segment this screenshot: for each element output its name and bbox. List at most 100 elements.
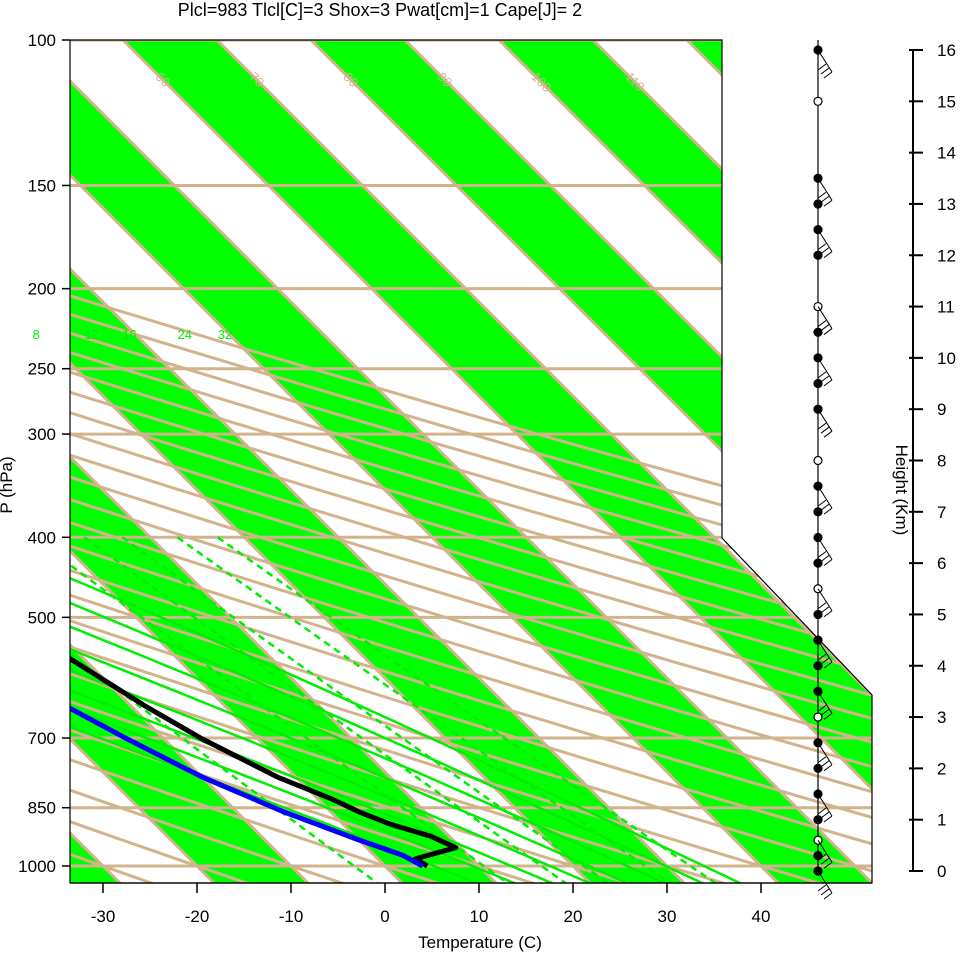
dry-adiabat	[70, 40, 872, 883]
height-tick-label: 14	[937, 144, 956, 163]
y-tick-label: 100	[28, 31, 56, 50]
height-tick-label: 3	[937, 708, 946, 727]
y-tick-label: 250	[28, 360, 56, 379]
wind-dot	[813, 455, 823, 466]
height-tick-label: 2	[937, 759, 946, 778]
y-tick-label: 700	[28, 729, 56, 748]
wind-barb-feather	[817, 705, 827, 712]
dry-adiabat	[70, 40, 872, 883]
wind-barb-feather	[823, 559, 833, 566]
dry-adiabat	[70, 40, 577, 883]
height-tick-label: 1	[937, 811, 946, 830]
dry-adiabat	[70, 40, 288, 883]
wind-barb-feather	[823, 328, 833, 335]
temperature-line	[70, 83, 459, 869]
isotherm-line	[70, 40, 327, 883]
height-tick-label: 9	[937, 400, 946, 419]
isotherm-band	[70, 40, 702, 883]
moist-adiabat	[70, 287, 591, 883]
wind-barb-feather	[820, 67, 830, 75]
wind-barb-shaft	[817, 229, 833, 252]
moist-adiabat	[70, 287, 479, 883]
wind-barb-shaft	[817, 588, 833, 612]
x-tick-label: -30	[91, 907, 116, 926]
y-tick-label: 1000	[18, 857, 56, 876]
wind-barb-feather	[817, 756, 827, 764]
y-tick-label: 300	[28, 425, 56, 444]
wind-barb-shaft	[817, 537, 833, 560]
isotherm-line	[70, 40, 421, 883]
wind-barb-feather	[820, 426, 830, 434]
chart-title: Plcl=983 Tlcl[C]=3 Shox=3 Pwat[cm]=1 Cap…	[178, 0, 582, 20]
wind-barb-feather	[817, 422, 827, 430]
dry-adiabat	[70, 40, 872, 883]
moist-adiabat	[70, 287, 704, 883]
wind-dot	[813, 327, 823, 337]
wind-barb-feather	[823, 861, 833, 869]
wind-barb-shaft	[817, 485, 833, 509]
height-tick-label: 8	[937, 452, 946, 471]
isotherm-band	[85, 40, 872, 883]
wind-barb-shaft	[817, 793, 833, 817]
wind-dot	[813, 96, 823, 106]
wind-barb-feather	[823, 507, 833, 515]
height-tick-label: 12	[937, 246, 956, 265]
wind-dot	[813, 558, 823, 568]
dry-adiabat	[70, 40, 872, 883]
mixing-ratio-label: 16	[122, 327, 136, 342]
y-tick-label: 200	[28, 280, 56, 299]
dry-adiabat	[70, 40, 872, 883]
mixing-ratio-label: 8	[33, 327, 40, 342]
wind-barb-feather	[823, 379, 833, 387]
y-tick-label: 150	[28, 176, 56, 195]
wind-barb-feather	[820, 503, 830, 511]
mixing-ratio-label: 32	[218, 327, 232, 342]
isotherm-line	[70, 40, 515, 883]
mixing-ratio-line	[83, 536, 567, 883]
mixing-ratio-label: 12	[84, 327, 98, 342]
x-axis-title: Temperature (C)	[418, 933, 542, 952]
dry-adiabat	[70, 40, 872, 883]
wind-dot	[813, 378, 823, 389]
height-tick-label: 15	[937, 92, 956, 111]
height-tick-label: 5	[937, 605, 946, 624]
y-tick-label: 850	[28, 799, 56, 818]
wind-barb-feather	[823, 430, 833, 438]
x-tick-label: 20	[564, 907, 583, 926]
isotherm-line	[70, 40, 872, 883]
wind-barb-feather	[823, 764, 833, 772]
moist-adiabat	[70, 287, 629, 883]
wind-dot	[813, 815, 823, 825]
wind-barb-shaft	[817, 742, 833, 765]
wind-barb-shaft	[817, 357, 833, 381]
x-tick-label: 10	[470, 907, 489, 926]
wind-barb-feather	[820, 195, 830, 203]
x-tick-label: -10	[279, 907, 304, 926]
wind-barb-feather	[817, 499, 827, 507]
isotherm-band	[461, 40, 872, 883]
axes: -30 -20 -10 0 10 20 30 401001502002503004005007…	[18, 31, 956, 926]
height-tick-label: 10	[937, 349, 956, 368]
dry-adiabat	[70, 40, 770, 883]
wind-dot	[813, 712, 823, 722]
dry-adiabat	[70, 40, 872, 883]
mixing-ratio-line	[121, 536, 610, 883]
wind-barb-feather	[820, 324, 830, 331]
wind-barb-feather	[820, 709, 830, 716]
wind-barb-feather	[817, 807, 827, 815]
wind-barb-feather	[817, 320, 827, 327]
wind-barb-feather	[817, 653, 827, 661]
isotherm-line	[554, 40, 872, 883]
wind-barb-feather	[823, 251, 833, 258]
isotherm-line	[70, 40, 703, 883]
wind-barb-feather	[823, 713, 833, 720]
height-tick-label: 0	[937, 862, 946, 881]
height-axis-title: Height (Km)	[892, 445, 911, 536]
dry-adiabat	[70, 40, 385, 883]
wind-dot	[813, 661, 823, 671]
wind-barb-shaft	[817, 639, 833, 663]
isotherm-line	[0, 2, 43, 900]
wind-barb-feather	[817, 551, 827, 558]
mixing-ratio-line	[70, 536, 379, 883]
